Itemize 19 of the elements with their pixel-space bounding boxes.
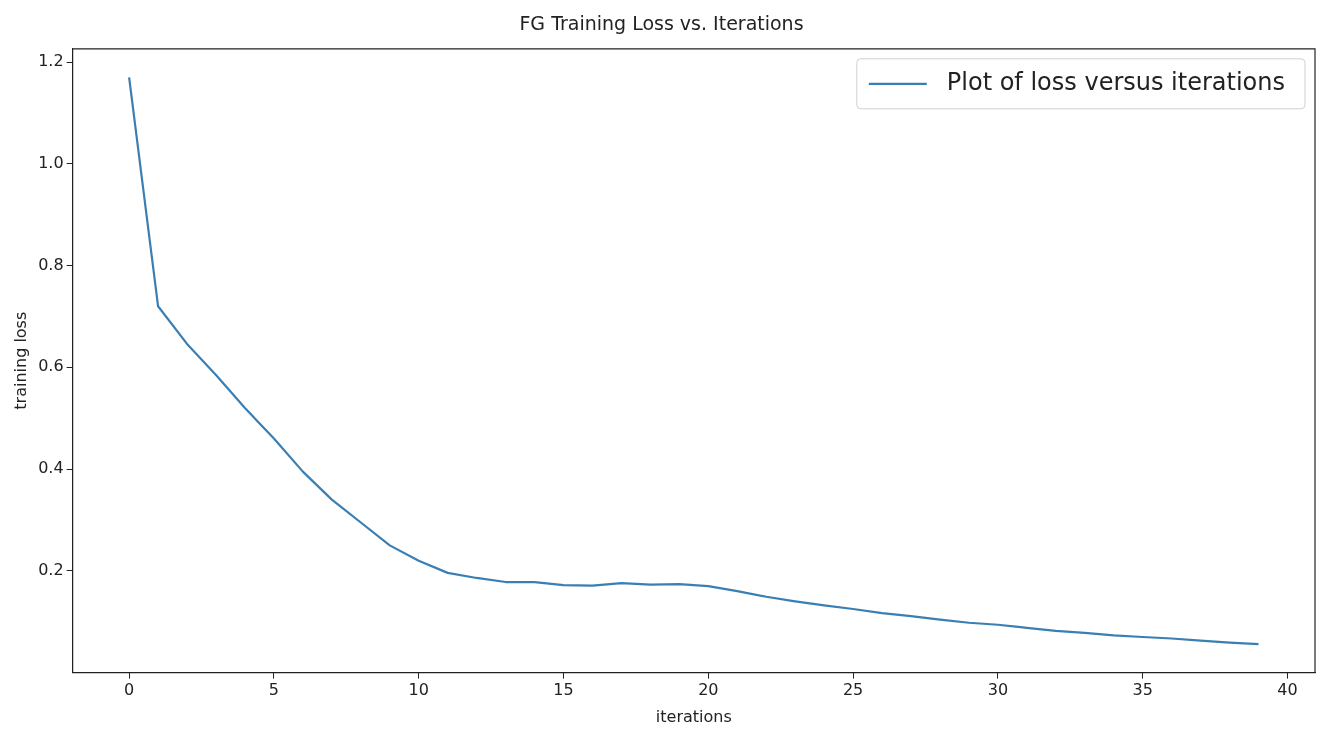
x-tick-label: 20 (698, 680, 719, 700)
y-tick-label: 0.6 (38, 356, 64, 376)
x-tick-label: 25 (842, 680, 864, 700)
x-tick-label: 10 (408, 680, 429, 700)
x-tick-label: 0 (124, 680, 135, 700)
y-tick-label: 0.8 (38, 254, 64, 274)
y-axis-title: training loss (10, 311, 30, 410)
y-tick-label: 0.2 (38, 559, 64, 579)
x-tick-label: 30 (987, 680, 1009, 700)
x-tick-label: 35 (1132, 680, 1153, 700)
chart-title: FG Training Loss vs. Iterations (519, 12, 804, 35)
legend-label: Plot of loss versus iterations (946, 68, 1286, 97)
x-axis-title: iterations (655, 706, 732, 726)
x-tick-label: 15 (553, 680, 574, 700)
y-tick-label: 0.4 (38, 458, 64, 478)
x-tick-label: 5 (268, 680, 280, 700)
y-tick-label: 1.2 (38, 51, 64, 71)
x-tick-label: 40 (1277, 680, 1298, 700)
y-tick-label: 1.0 (38, 152, 64, 172)
